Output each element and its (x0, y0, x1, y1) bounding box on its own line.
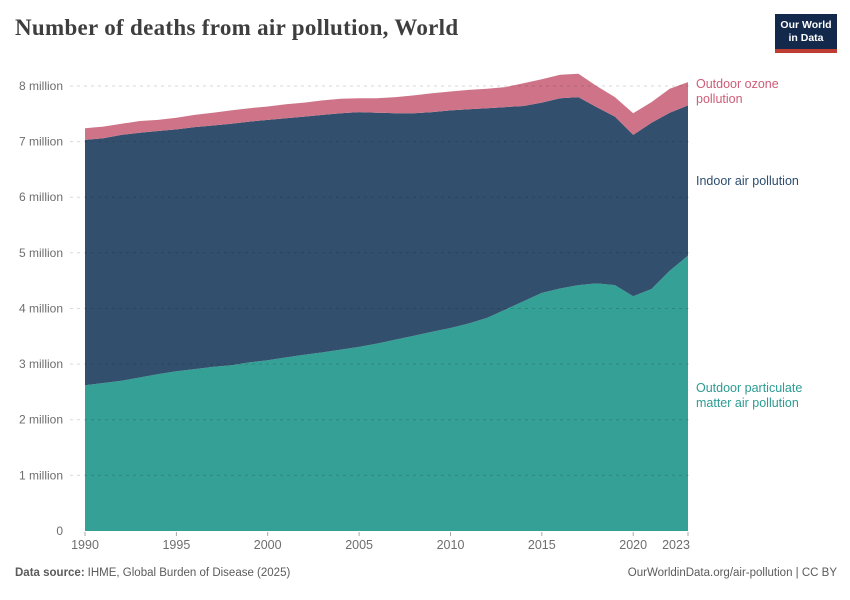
area-outdoor-particulate-matter (85, 255, 688, 531)
credit-text: OurWorldinData.org/air-pollution | CC BY (627, 567, 837, 579)
y-axis-tick-label: 5 million (19, 246, 63, 260)
data-source-text: IHME, Global Burden of Disease (2025) (87, 567, 291, 579)
owid-logo-line2: in Data (788, 31, 824, 44)
x-axis-tick-label: 2005 (345, 538, 373, 552)
owid-logo-text: Our World in Data (775, 14, 837, 49)
data-source: Data source: IHME, Global Burden of Disea… (15, 567, 290, 579)
y-axis-tick-label: 3 million (19, 357, 63, 371)
y-axis-tick-label: 2 million (19, 413, 63, 427)
x-axis-tick-label: 2020 (619, 538, 647, 552)
y-axis-tick-label: 4 million (19, 302, 63, 316)
data-source-label: Data source: (15, 567, 85, 579)
owid-logo: Our World in Data (775, 14, 837, 53)
x-axis-tick-label: 2010 (437, 538, 465, 552)
owid-logo-red-bar (775, 49, 837, 53)
y-axis-tick-label: 6 million (19, 190, 63, 204)
area-indoor-air-pollution (85, 97, 688, 386)
x-axis-tick-label: 2015 (528, 538, 556, 552)
x-axis-tick-label: 1995 (162, 538, 190, 552)
x-axis-tick-label: 2023 (662, 538, 690, 552)
x-axis-tick-label: 2000 (254, 538, 282, 552)
y-axis-tick-label: 8 million (19, 79, 63, 93)
series-label-outdoor-particulate-matter: Outdoor particulate matter air pollution (696, 381, 803, 410)
chart-footer: Data source: IHME, Global Burden of Disea… (15, 567, 837, 579)
series-label-indoor-air-pollution: Indoor air pollution (696, 174, 799, 188)
page-title: Number of deaths from air pollution, Wor… (15, 15, 459, 40)
y-axis-tick-label: 0 (56, 524, 63, 538)
area-outdoor-ozone (85, 73, 688, 140)
x-axis-tick-label: 1990 (71, 538, 99, 552)
owid-logo-line1: Our World (780, 18, 832, 31)
series-label-outdoor-ozone: Outdoor ozone pollution (696, 77, 779, 106)
y-axis-tick-label: 7 million (19, 135, 63, 149)
y-axis-tick-label: 1 million (19, 468, 63, 482)
